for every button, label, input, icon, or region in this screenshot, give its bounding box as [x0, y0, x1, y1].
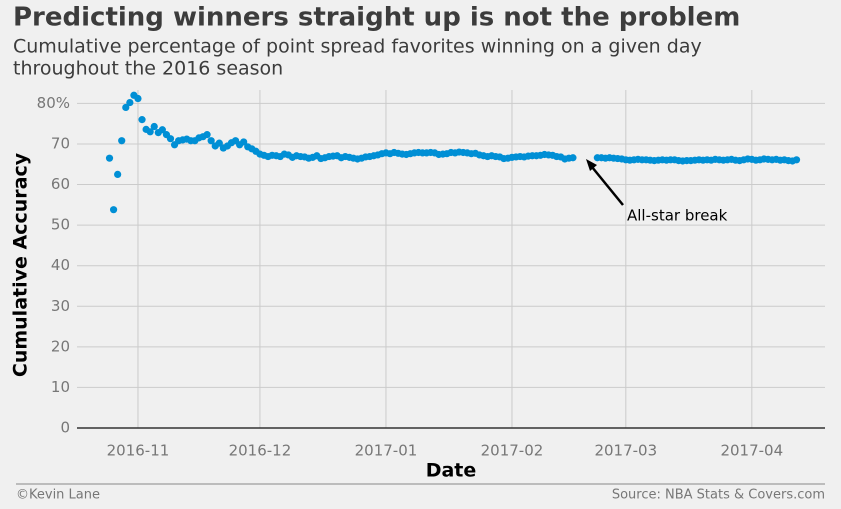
x-tick-label: 2016-11 [107, 442, 170, 460]
point [150, 122, 158, 131]
annotation-arrow [591, 166, 624, 206]
point [240, 138, 248, 146]
y-tick-label: 30 [51, 297, 70, 315]
point [203, 131, 211, 139]
x-tick-label: 2016-12 [229, 442, 292, 460]
source: Source: NBA Stats & Covers.com [612, 488, 825, 503]
point [114, 170, 122, 178]
credit: ©Kevin Lane [16, 488, 100, 503]
point [146, 128, 154, 136]
point [166, 135, 175, 143]
y-tick-label: 60 [51, 175, 70, 193]
chart-title: Predicting winners straight up is not th… [13, 3, 740, 33]
point [105, 154, 114, 162]
annotation-arrowhead [586, 159, 597, 171]
x-tick-label: 2017-03 [594, 442, 657, 460]
annotation: All-star break [627, 207, 728, 225]
y-tick-label: 70 [51, 134, 70, 152]
x-axis-label: Date [426, 460, 477, 482]
x-tick-label: 2017-01 [355, 442, 418, 460]
marks [105, 91, 801, 214]
point [122, 103, 130, 112]
y-tick-label: 10 [51, 378, 70, 396]
point [792, 156, 801, 164]
grid [77, 90, 825, 429]
y-axis-label: Cumulative Accuracy [10, 152, 32, 377]
y-tick-label: 80% [37, 94, 70, 112]
point [134, 94, 142, 103]
point [215, 139, 223, 147]
point [138, 116, 146, 124]
y-tick-label: 40 [51, 256, 70, 274]
point [207, 137, 215, 145]
y-tick-label: 20 [51, 337, 70, 355]
point [109, 206, 118, 214]
point [118, 137, 126, 145]
y-tick-label: 0 [60, 419, 70, 437]
chart-subtitle: throughout the 2016 season [13, 58, 283, 80]
chart-subtitle: Cumulative percentage of point spread fa… [13, 36, 702, 58]
point [158, 126, 166, 134]
y-tick-label: 50 [51, 216, 70, 234]
x-tick-label: 2017-04 [720, 442, 783, 460]
point [569, 154, 577, 162]
point [126, 98, 134, 107]
x-tick-label: 2017-02 [481, 442, 544, 460]
